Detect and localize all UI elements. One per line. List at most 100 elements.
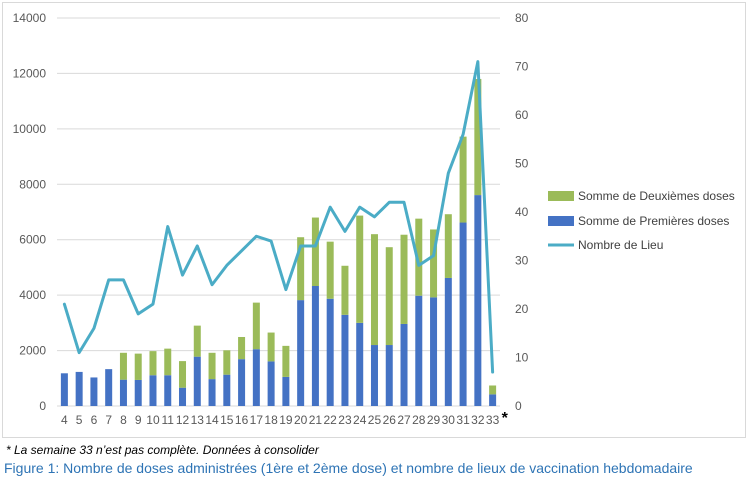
bar-premieres-doses [326, 298, 334, 406]
x-tick-label: 14 [205, 413, 219, 427]
x-tick-label: 32 [471, 413, 485, 427]
x-tick-label: 5 [76, 413, 83, 427]
x-tick-label: 21 [309, 413, 323, 427]
x-tick-label: 25 [368, 413, 382, 427]
y-left-tick-label: 2000 [19, 344, 46, 358]
x-tick-label: 17 [250, 413, 264, 427]
bar-premieres-doses [252, 349, 260, 406]
bar-premieres-doses [474, 195, 482, 406]
bar-premieres-doses [105, 369, 113, 406]
x-tick-label: 8 [120, 413, 127, 427]
bar-premieres-doses [297, 300, 305, 406]
x-tick-label: 13 [191, 413, 205, 427]
x-tick-label: 15 [220, 413, 234, 427]
legend-label: Somme de Premières doses [578, 214, 729, 228]
bar-premieres-doses [179, 387, 187, 406]
x-tick-label: 12 [176, 413, 190, 427]
bar-deuxiemes-doses [223, 350, 231, 375]
line-nombre-de-lieu [62, 60, 495, 374]
bar-deuxiemes-doses [341, 265, 349, 315]
y-right-tick-label: 20 [515, 302, 529, 316]
bar-premieres-doses [489, 394, 497, 406]
x-tick-label: 4 [61, 413, 68, 427]
bar-deuxiemes-doses [430, 229, 438, 298]
x-tick-label: 26 [383, 413, 397, 427]
bar-deuxiemes-doses [311, 217, 319, 286]
bar-premieres-doses [282, 376, 290, 406]
bar-premieres-doses [311, 285, 319, 406]
x-tick-label: 7 [105, 413, 112, 427]
bar-premieres-doses [134, 379, 142, 406]
bar-deuxiemes-doses [474, 78, 482, 196]
y-left-tick-label: 8000 [19, 177, 46, 191]
x-tick-label: 30 [442, 413, 456, 427]
bar-premieres-doses [459, 222, 467, 406]
bar-premieres-doses [238, 359, 246, 406]
bar-deuxiemes-doses [297, 237, 305, 301]
y-right-tick-label: 80 [515, 11, 529, 25]
bar-deuxiemes-doses [179, 361, 187, 388]
bar-premieres-doses [75, 371, 83, 406]
y-right-tick-label: 70 [515, 60, 529, 74]
bar-deuxiemes-doses [267, 332, 275, 362]
bar-premieres-doses [341, 314, 349, 406]
x-tick-label: 31 [456, 413, 470, 427]
x-tick-label: 24 [353, 413, 367, 427]
legend-label: Nombre de Lieu [578, 238, 663, 252]
x-tick-label: 23 [338, 413, 352, 427]
bar-deuxiemes-doses [489, 385, 497, 395]
y-right-tick-label: 0 [515, 399, 522, 413]
y-right-tick-label: 50 [515, 157, 529, 171]
legend-swatch-deuxiemes [548, 191, 574, 201]
y-left-tick-label: 14000 [13, 11, 47, 25]
bar-deuxiemes-doses [370, 234, 378, 346]
bar-deuxiemes-doses [134, 353, 142, 380]
bar-deuxiemes-doses [385, 247, 393, 346]
y-right-tick-label: 40 [515, 205, 529, 219]
figure-caption: Figure 1: Nombre de doses administrées (… [4, 460, 693, 476]
y-left-tick-label: 0 [39, 399, 46, 413]
x-tick-label: 28 [412, 413, 426, 427]
bar-deuxiemes-doses [356, 215, 364, 323]
y-right-tick-label: 30 [515, 254, 529, 268]
bar-premieres-doses [164, 375, 172, 406]
bar-deuxiemes-doses [400, 234, 408, 324]
bar-deuxiemes-doses [252, 302, 260, 350]
asterisk-marker: * [502, 410, 509, 427]
bar-premieres-doses [415, 295, 423, 406]
x-tick-label: 19 [279, 413, 293, 427]
bar-deuxiemes-doses [459, 136, 467, 223]
bar-premieres-doses [356, 322, 364, 406]
dose-chart: 0 2000 4000 6000 8000 10000 12000 14000 0 10 20 30 4… [13, 11, 735, 427]
x-tick-label: 29 [427, 413, 441, 427]
y-left-tick-label: 10000 [13, 122, 47, 136]
bar-premieres-doses [149, 375, 157, 406]
x-tick-label: 22 [324, 413, 338, 427]
bar-deuxiemes-doses [193, 325, 201, 357]
legend-swatch-premieres [548, 216, 574, 226]
x-tick-label: 16 [235, 413, 249, 427]
bar-premieres-doses [385, 345, 393, 406]
y-left-tick-label: 4000 [19, 288, 46, 302]
bar-premieres-doses [444, 277, 452, 406]
y-right-tick-label: 10 [515, 351, 529, 365]
bar-premieres-doses [223, 374, 231, 406]
bar-deuxiemes-doses [444, 214, 452, 278]
bar-deuxiemes-doses [119, 352, 127, 380]
bar-deuxiemes-doses [164, 348, 172, 376]
bar-premieres-doses [193, 356, 201, 406]
x-tick-label: 18 [264, 413, 278, 427]
bar-deuxiemes-doses [238, 336, 246, 360]
x-tick-label: 11 [162, 413, 175, 427]
bar-premieres-doses [60, 373, 68, 406]
bar-deuxiemes-doses [282, 345, 290, 377]
bar-deuxiemes-doses [326, 241, 334, 299]
x-tick-label: 20 [294, 413, 308, 427]
bar-premieres-doses [370, 345, 378, 406]
bar-deuxiemes-doses [208, 352, 216, 380]
y-right-tick-label: 60 [515, 108, 529, 122]
bar-deuxiemes-doses [415, 218, 423, 296]
bar-deuxiemes-doses [149, 351, 157, 376]
bar-premieres-doses [267, 361, 275, 406]
bar-premieres-doses [119, 379, 127, 406]
